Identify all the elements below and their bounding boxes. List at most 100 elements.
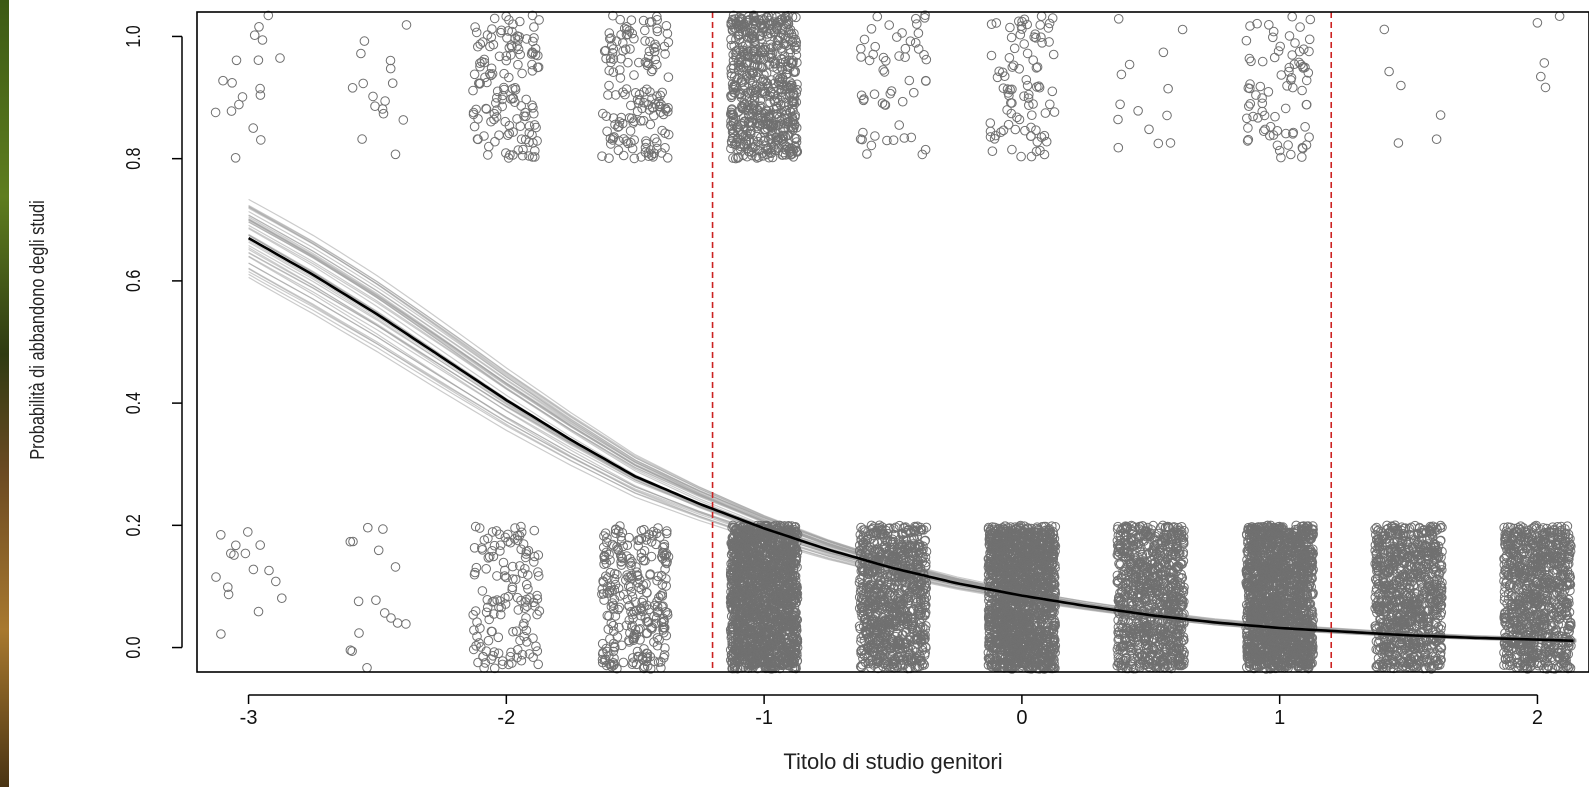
- data-point: [517, 649, 528, 660]
- data-point: [642, 84, 652, 95]
- data-point: [607, 539, 618, 550]
- data-point: [373, 545, 384, 556]
- data-point: [624, 532, 634, 543]
- data-point: [493, 632, 504, 643]
- data-point: [483, 533, 493, 544]
- data-point: [659, 539, 670, 550]
- data-point: [597, 638, 608, 649]
- data-point: [623, 57, 633, 68]
- data-point: [626, 15, 637, 26]
- data-point: [534, 15, 544, 25]
- data-point: [257, 35, 268, 45]
- data-point: [618, 657, 629, 668]
- data-point: [626, 607, 636, 617]
- data-point: [499, 571, 510, 581]
- data-point: [605, 34, 615, 44]
- data-point: [614, 136, 624, 146]
- data-point: [488, 551, 499, 562]
- data-point: [655, 90, 666, 101]
- data-point: [401, 619, 411, 629]
- data-point: [629, 70, 639, 80]
- data-point: [652, 640, 663, 651]
- data-point: [610, 119, 620, 130]
- data-point: [357, 134, 367, 144]
- data-point: [598, 576, 608, 586]
- data-point: [529, 525, 540, 536]
- data-point: [637, 597, 647, 608]
- data-point: [616, 552, 627, 563]
- data-point: [603, 573, 613, 583]
- data-point: [489, 13, 500, 24]
- data-point: [606, 33, 616, 43]
- point-group: [210, 10, 287, 639]
- data-point: [489, 108, 500, 119]
- data-point: [526, 49, 537, 59]
- data-point: [608, 113, 619, 123]
- data-point: [645, 36, 655, 47]
- data-point: [521, 111, 531, 122]
- data-point: [621, 136, 632, 146]
- data-point: [627, 28, 638, 39]
- data-point: [532, 646, 543, 656]
- data-point: [648, 530, 658, 541]
- data-point: [616, 112, 627, 123]
- data-point: [643, 616, 653, 627]
- data-point: [227, 78, 237, 88]
- data-point: [640, 57, 651, 67]
- data-point: [486, 654, 497, 665]
- data-point: [486, 116, 496, 127]
- data-point: [485, 69, 495, 79]
- data-point: [527, 130, 537, 140]
- data-point: [662, 526, 672, 536]
- data-point: [524, 128, 535, 138]
- data-point: [626, 570, 637, 581]
- data-point: [472, 631, 482, 642]
- data-point: [481, 607, 492, 618]
- data-point: [662, 153, 673, 163]
- data-point: [231, 540, 241, 551]
- data-point: [633, 578, 643, 588]
- data-point: [483, 635, 494, 646]
- data-point: [487, 527, 498, 537]
- data-point: [507, 582, 518, 593]
- data-point: [479, 131, 489, 141]
- data-point: [494, 130, 504, 140]
- data-point: [495, 540, 506, 551]
- data-point: [253, 55, 264, 66]
- data-point: [495, 609, 506, 620]
- data-point: [248, 123, 258, 133]
- data-point: [358, 78, 369, 89]
- data-point: [609, 641, 620, 652]
- data-point: [497, 659, 508, 670]
- data-point: [653, 523, 663, 533]
- data-point: [633, 98, 644, 108]
- data-point: [603, 624, 614, 635]
- data-point: [527, 100, 537, 111]
- data-point: [635, 635, 645, 645]
- data-point: [657, 579, 668, 590]
- data-point: [345, 536, 356, 547]
- data-point: [605, 133, 616, 144]
- data-point: [620, 89, 630, 100]
- data-point: [511, 626, 522, 637]
- data-point: [505, 651, 516, 662]
- data-point: [653, 657, 664, 668]
- point-group: [725, 10, 803, 674]
- data-point: [513, 59, 523, 70]
- data-point: [386, 613, 396, 623]
- data-point: [473, 134, 483, 145]
- data-point: [645, 87, 655, 97]
- data-point: [256, 135, 266, 145]
- data-point: [643, 51, 654, 62]
- data-point: [608, 620, 619, 631]
- data-point: [501, 51, 512, 61]
- data-point: [493, 648, 504, 659]
- data-point: [523, 584, 533, 594]
- data-point: [658, 627, 669, 638]
- data-point: [607, 598, 618, 608]
- data-point: [475, 623, 485, 634]
- data-point: [354, 628, 364, 638]
- data-point: [661, 21, 672, 31]
- data-point: [502, 33, 512, 43]
- data-point: [484, 552, 495, 562]
